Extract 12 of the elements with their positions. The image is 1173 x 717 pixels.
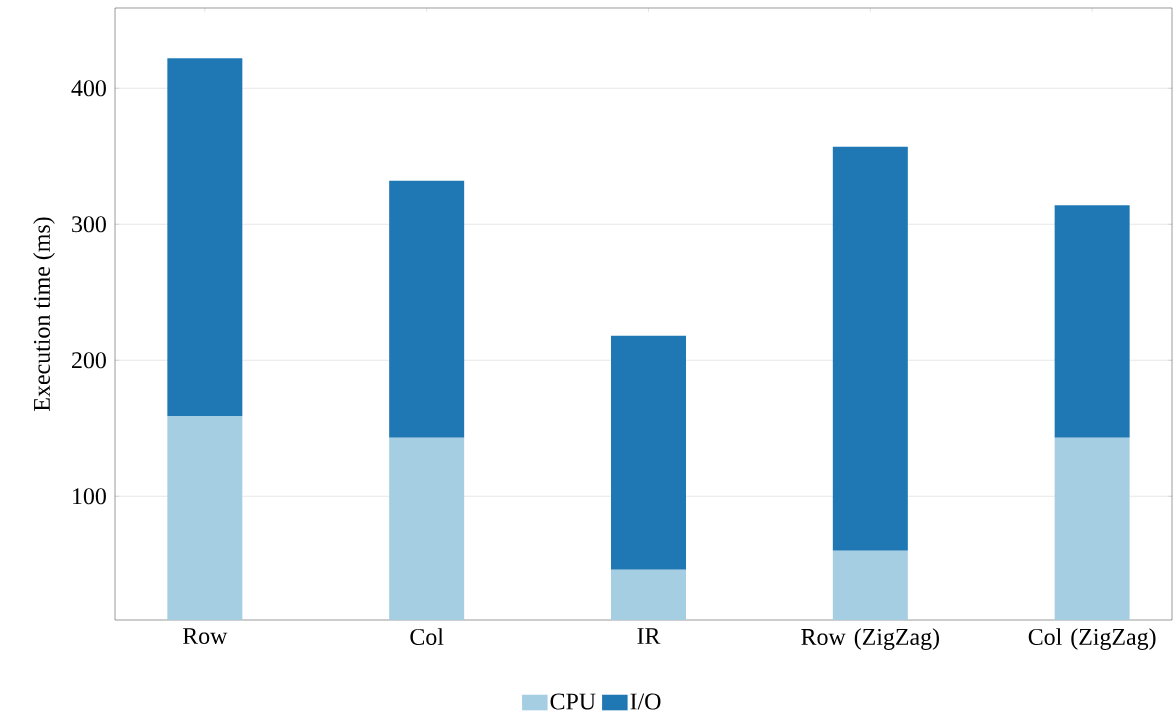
y-tick-label: 400 bbox=[71, 80, 106, 97]
x-tick-label: Col bbox=[410, 628, 444, 645]
y-tick-label: 100 bbox=[73, 488, 106, 505]
legend-label: CPU bbox=[550, 693, 596, 710]
y-tick-label: 300 bbox=[72, 216, 106, 233]
y-axis-title: Execution time (ms) bbox=[33, 217, 55, 411]
x-tick-label: Row bbox=[182, 628, 228, 645]
x-tick-label: Row (ZigZag) bbox=[801, 628, 939, 650]
x-tick-label: IR bbox=[637, 628, 661, 644]
legend-label: I/O bbox=[630, 693, 661, 710]
x-tick-label: Col (ZigZag) bbox=[1028, 628, 1156, 650]
y-tick-label: 200 bbox=[72, 352, 106, 369]
